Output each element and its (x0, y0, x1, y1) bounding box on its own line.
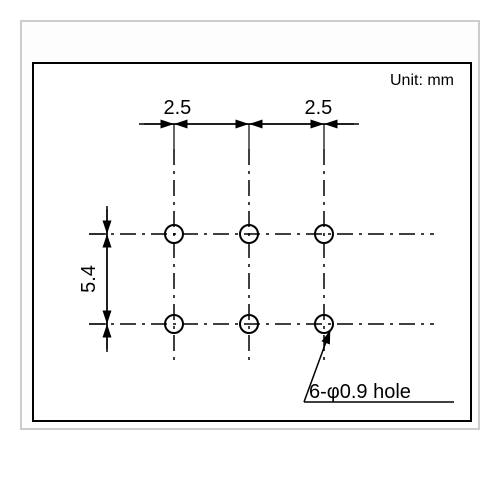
svg-text:2.5: 2.5 (305, 97, 333, 119)
diagram-svg: 2.5 2.5 5.4 6-φ0.9 hole (34, 64, 470, 420)
drawing-frame: Unit: mm 2.52.55.46-φ0.9 hole (32, 62, 472, 422)
outer-frame: Unit: mm 2.52.55.46-φ0.9 hole (20, 20, 480, 430)
svg-text:2.5: 2.5 (164, 97, 192, 119)
svg-text:5.4: 5.4 (78, 265, 100, 293)
svg-text:6-φ0.9 hole: 6-φ0.9 hole (309, 381, 411, 403)
